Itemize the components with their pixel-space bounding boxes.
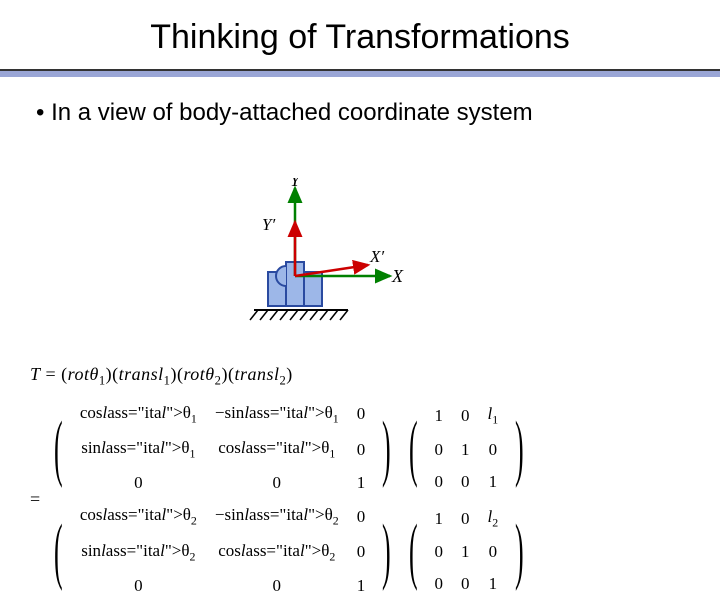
matrix-1: (coslass="ital">θ1−sinlass="ital">θ10sin… bbox=[46, 397, 399, 500]
equation-matrices: = (coslass="ital">θ1−sinlass="ital">θ10s… bbox=[30, 397, 720, 602]
equation-lhs: T bbox=[30, 364, 41, 384]
axis-label-yp: Y′ bbox=[262, 215, 275, 234]
equation-block: T = (rotθ1)(transl1)(rotθ2)(transl2) = (… bbox=[30, 364, 720, 602]
matrix-4: (10l2010001) bbox=[401, 501, 532, 600]
equation-factors: T = (rotθ1)(transl1)(rotθ2)(transl2) bbox=[30, 364, 720, 389]
axis-label-xp: X′ bbox=[369, 247, 384, 266]
matrix-3: (coslass="ital">θ2−sinlass="ital">θ20sin… bbox=[46, 499, 399, 602]
title-underline bbox=[0, 69, 720, 77]
bullet-text: In a view of body-attached coordinate sy… bbox=[36, 99, 720, 127]
axis-label-x: X bbox=[391, 266, 404, 286]
coordinate-diagram: Y X Y′ X′ bbox=[230, 178, 470, 348]
matrix-2: (10l1010001) bbox=[401, 398, 532, 497]
axis-label-y: Y bbox=[290, 178, 302, 190]
slide-title: Thinking of Transformations bbox=[0, 0, 720, 57]
